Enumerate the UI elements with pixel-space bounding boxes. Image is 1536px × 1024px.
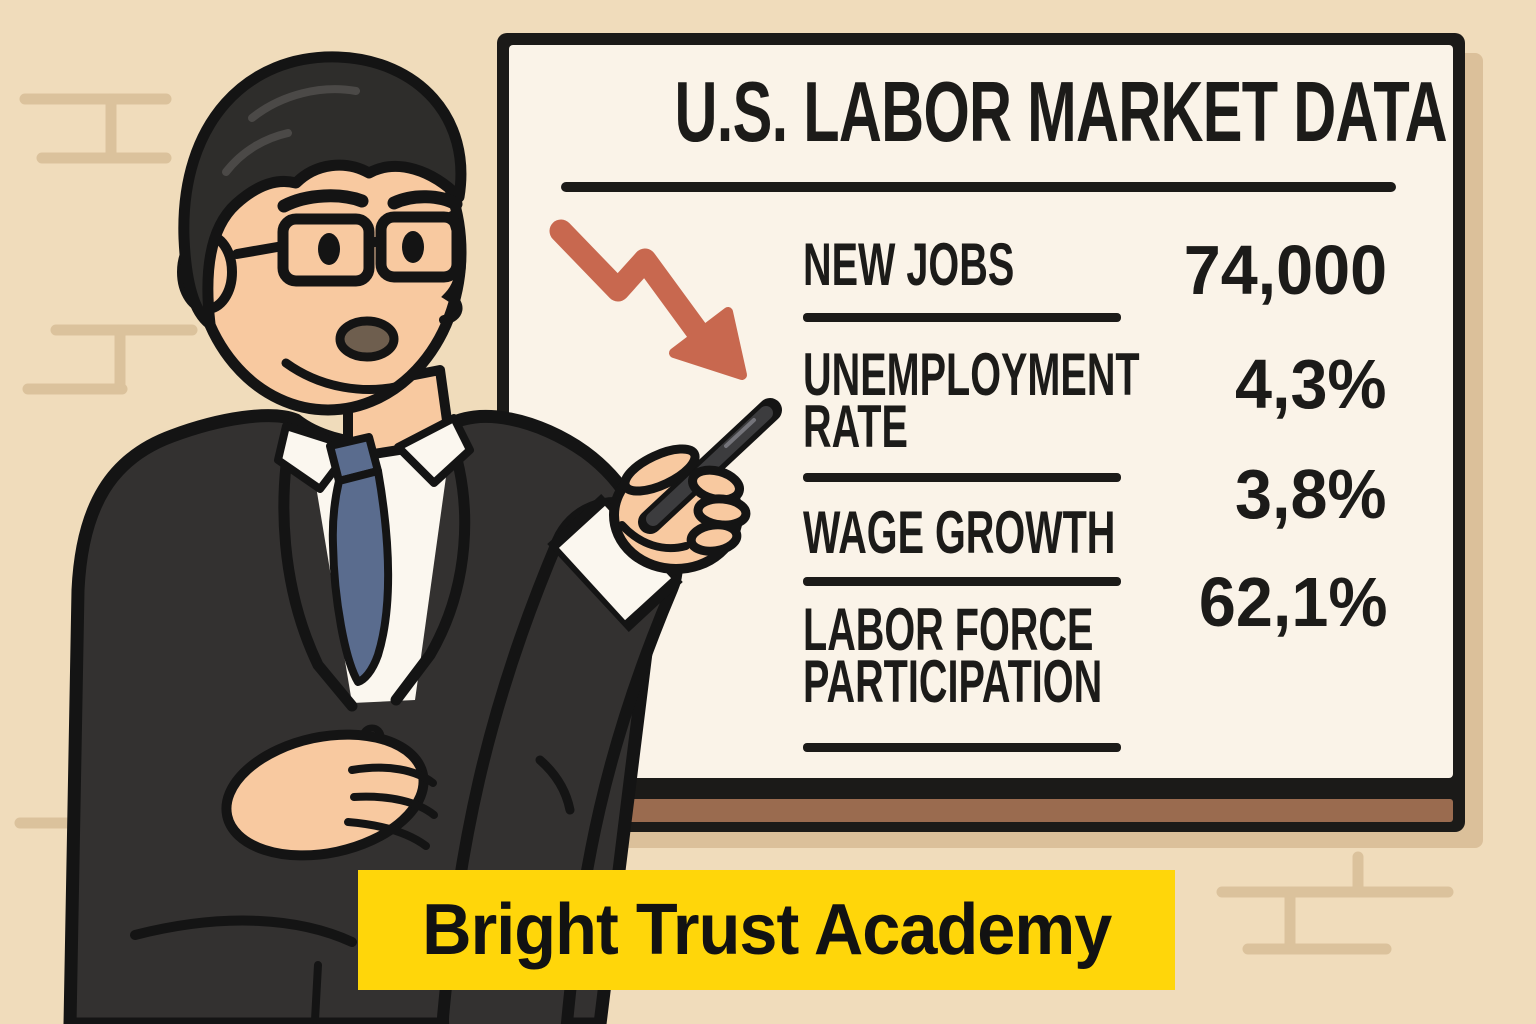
row-underline	[803, 473, 1121, 482]
brand-banner: Bright Trust Academy	[358, 870, 1175, 990]
row-underline	[803, 743, 1121, 752]
stat-value-text: 4,3%	[1235, 345, 1387, 423]
whiteboard: U.S. LABOR MARKET DATA NEW JOBS 74,000 U…	[497, 33, 1465, 832]
brand-banner-text: Bright Trust Academy	[421, 890, 1112, 970]
stat-value-text: 74,000	[1183, 231, 1387, 309]
stat-label-unemployment-rate: UNEMPLOYMENT RATE	[803, 341, 1313, 460]
stat-label-text: UNEMPLOYMENT	[803, 341, 1140, 408]
stat-label-wage-growth: WAGE GROWTH	[803, 499, 1276, 566]
stat-label-labor-force-participation: LABOR FORCE PARTICIPATION	[803, 596, 1256, 715]
stat-label-text: RATE	[803, 393, 908, 460]
whiteboard-tray	[509, 799, 1453, 822]
row-underline	[803, 577, 1121, 586]
stat-label-text: LABOR FORCE	[803, 596, 1094, 663]
downtrend-arrow-icon	[549, 219, 747, 380]
stat-label-text: NEW JOBS	[803, 231, 1015, 298]
stat-label-text: PARTICIPATION	[803, 648, 1103, 715]
whiteboard-surface: U.S. LABOR MARKET DATA NEW JOBS 74,000 U…	[509, 45, 1453, 778]
stat-value-text: 62,1%	[1198, 563, 1387, 641]
stat-value-wage-growth: 3,8%	[1227, 459, 1387, 529]
stat-value-labor-force-participation: 62,1%	[1189, 567, 1387, 637]
stat-label-new-jobs: NEW JOBS	[803, 231, 1123, 298]
title-underline	[561, 182, 1396, 192]
board-title: U.S. LABOR MARKET DATA	[509, 70, 1453, 155]
row-underline	[803, 313, 1121, 322]
board-title-text: U.S. LABOR MARKET DATA	[674, 65, 1448, 160]
stat-value-text: 3,8%	[1235, 455, 1387, 533]
stat-value-unemployment-rate: 4,3%	[1227, 349, 1387, 419]
stat-label-text: WAGE GROWTH	[803, 499, 1116, 566]
stat-value-new-jobs: 74,000	[1173, 235, 1387, 305]
